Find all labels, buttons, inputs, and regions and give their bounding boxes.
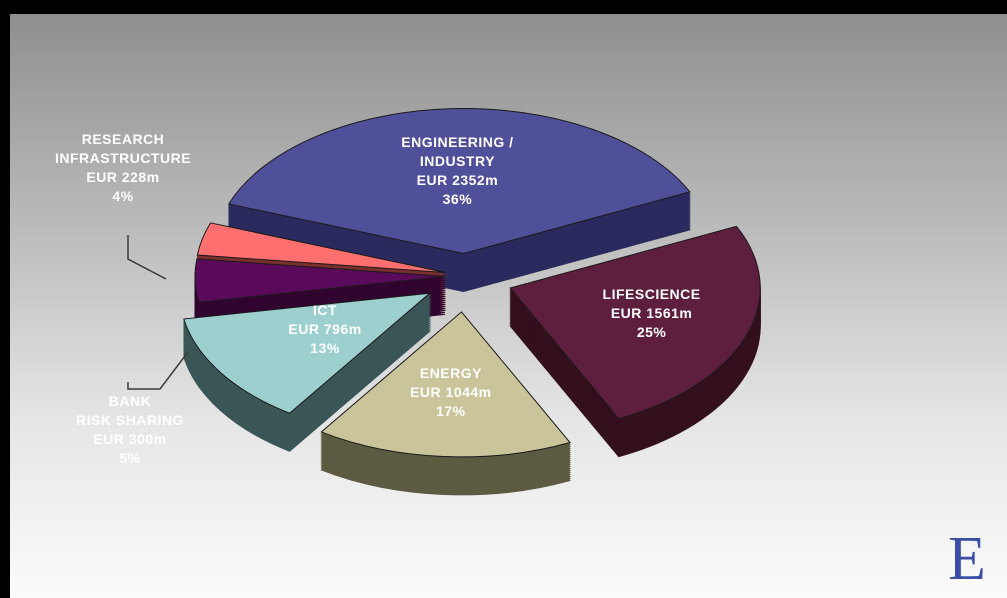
slice-label-line: ICT — [313, 302, 337, 318]
slice-label-line: LIFESCIENCE — [603, 286, 701, 302]
slice-label-line: 36% — [443, 191, 473, 207]
slice-label-line: INDUSTRY — [420, 153, 495, 169]
slice-label-line: 4% — [112, 188, 133, 204]
slice-label-line: EUR 1561m — [611, 305, 693, 321]
slice-label-line: RISK SHARING — [76, 412, 184, 428]
pie-slice — [196, 222, 446, 274]
slice-label-line: EUR 228m — [86, 169, 159, 185]
slice-label: LIFESCIENCE EUR 1561m 25% — [603, 286, 701, 340]
slice-label: ENGINEERING / INDUSTRY EUR 2352m 36% — [401, 134, 513, 207]
pie-slice — [183, 292, 432, 414]
slice-label-line: ENERGY — [420, 365, 482, 381]
slice-label-line: INFRASTRUCTURE — [55, 150, 191, 166]
pie-tops — [183, 108, 761, 458]
slice-label: ENERGY EUR 1044m 17% — [410, 365, 492, 419]
slice-label-line: ENGINEERING / — [401, 134, 513, 150]
slice-label-line: 25% — [637, 324, 667, 340]
logo-letter: E — [948, 525, 986, 593]
pie-slice — [194, 258, 446, 303]
leader-line — [127, 235, 167, 280]
slice-label-line: 17% — [436, 403, 466, 419]
pie-slice — [509, 225, 761, 420]
plot-area: ENGINEERING / INDUSTRY EUR 2352m 36% LIFESCI… — [10, 14, 1007, 598]
slice-label-line: EUR 300m — [93, 431, 166, 447]
slice-label-line: EUR 2352m — [417, 172, 499, 188]
pie-slice — [227, 108, 691, 255]
slice-label-line: EUR 796m — [288, 321, 361, 337]
slice-label: ICT EUR 796m 13% — [288, 302, 361, 356]
slice-label-line: 13% — [310, 340, 340, 356]
pie-chart: ENGINEERING / INDUSTRY EUR 2352m 36% LIFESCI… — [55, 108, 761, 496]
slice-label-line: EUR 1044m — [410, 384, 492, 400]
slice-label: BANK RISK SHARING EUR 300m 5% — [76, 393, 184, 466]
slice-label-line: BANK — [109, 393, 151, 409]
slice-label-line: 5% — [119, 450, 140, 466]
slice-label-line: RESEARCH — [82, 131, 165, 147]
leader-line — [127, 351, 189, 390]
slice-label: RESEARCH INFRASTRUCTURE EUR 228m 4% — [55, 131, 191, 204]
pie-slice — [320, 311, 571, 458]
